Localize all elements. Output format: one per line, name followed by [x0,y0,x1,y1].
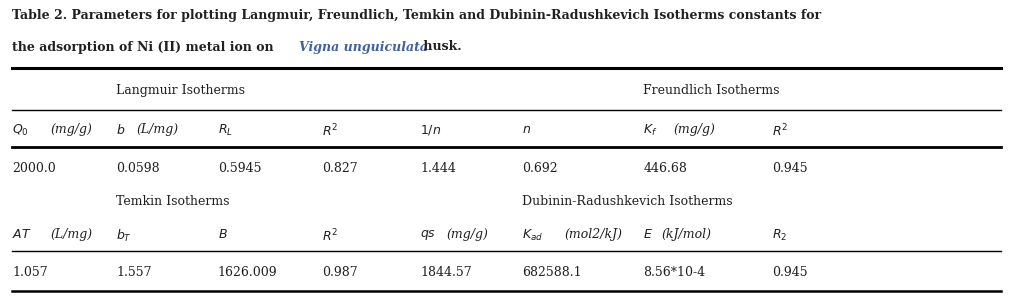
Text: $R_L$: $R_L$ [218,123,233,138]
Text: Langmuir Isotherms: Langmuir Isotherms [116,84,245,97]
Text: Dubinin-Radushkevich Isotherms: Dubinin-Radushkevich Isotherms [522,195,732,208]
Text: 2000.0: 2000.0 [12,162,56,175]
Text: 0.692: 0.692 [522,162,557,175]
Text: $b_T$: $b_T$ [116,228,133,244]
Text: (mg/g): (mg/g) [447,228,488,241]
Text: 682588.1: 682588.1 [522,266,581,278]
Text: (mg/g): (mg/g) [674,123,715,136]
Text: 8.56*10-4: 8.56*10-4 [643,266,705,278]
Text: $K_{ad}$: $K_{ad}$ [522,228,543,243]
Text: 1.557: 1.557 [116,266,152,278]
Text: $R^2$: $R^2$ [322,228,338,244]
Text: 0.945: 0.945 [772,162,807,175]
Text: $R_2$: $R_2$ [772,228,787,243]
Text: Temkin Isotherms: Temkin Isotherms [116,195,230,208]
Text: Vigna unguiculata: Vigna unguiculata [299,40,427,53]
Text: $qs$: $qs$ [420,228,437,242]
Text: (L/mg): (L/mg) [51,228,93,241]
Text: (mol2/kJ): (mol2/kJ) [564,228,622,241]
Text: 1.057: 1.057 [12,266,48,278]
Text: 0.0598: 0.0598 [116,162,160,175]
Text: (kJ/mol): (kJ/mol) [661,228,711,241]
Text: (mg/g): (mg/g) [51,123,92,136]
Text: 0.945: 0.945 [772,266,807,278]
Text: Freundlich Isotherms: Freundlich Isotherms [643,84,780,97]
Text: $b$: $b$ [116,123,126,137]
Text: 446.68: 446.68 [643,162,687,175]
Text: 1844.57: 1844.57 [420,266,472,278]
Text: husk.: husk. [419,40,462,53]
Text: $AT$: $AT$ [12,228,31,241]
Text: $1/n$: $1/n$ [420,123,442,137]
Text: $R^2$: $R^2$ [322,123,338,140]
Text: Table 2. Parameters for plotting Langmuir, Freundlich, Temkin and Dubinin-Radush: Table 2. Parameters for plotting Langmui… [12,9,822,22]
Text: 0.827: 0.827 [322,162,358,175]
Text: 0.987: 0.987 [322,266,358,278]
Text: $n$: $n$ [522,123,531,136]
Text: (L/mg): (L/mg) [137,123,179,136]
Text: 1.444: 1.444 [420,162,456,175]
Text: $Q_0$: $Q_0$ [12,123,29,138]
Text: $E$: $E$ [643,228,653,241]
Text: $R^2$: $R^2$ [772,123,788,140]
Text: 1626.009: 1626.009 [218,266,278,278]
Text: 0.5945: 0.5945 [218,162,261,175]
Text: $B$: $B$ [218,228,228,241]
Text: $K_f$: $K_f$ [643,123,657,138]
Text: the adsorption of Ni (II) metal ion on: the adsorption of Ni (II) metal ion on [12,40,279,53]
